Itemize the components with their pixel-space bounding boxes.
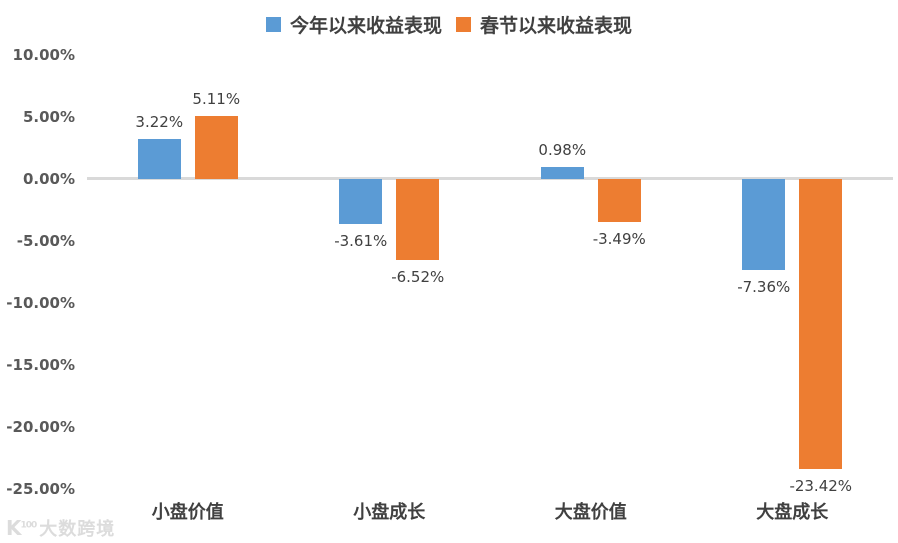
bar-data-label: -3.49% xyxy=(592,230,646,248)
zero-axis-line xyxy=(87,177,893,180)
legend-swatch-icon xyxy=(456,16,471,32)
bar-series-0-cat-3 xyxy=(742,179,786,270)
y-tick-label: -10.00% xyxy=(6,294,75,312)
bar-data-label: -23.42% xyxy=(789,477,853,495)
bar-data-label: 0.98% xyxy=(538,141,587,159)
category-label: 大盘价值 xyxy=(554,502,627,522)
chart-legend: 今年以来收益表现 春节以来收益表现 xyxy=(0,11,898,38)
y-tick-label: 0.00% xyxy=(22,170,75,188)
y-tick-label: -25.00% xyxy=(6,480,75,498)
bar-data-label: 3.22% xyxy=(135,113,184,131)
category-label: 大盘成长 xyxy=(756,502,829,522)
legend-item-series-1: 春节以来收益表现 xyxy=(456,11,632,38)
legend-label: 春节以来收益表现 xyxy=(480,15,633,37)
legend-item-series-0: 今年以来收益表现 xyxy=(265,11,442,38)
bar-series-1-cat-0 xyxy=(194,116,238,179)
bar-data-label: -6.52% xyxy=(391,268,445,286)
bar-series-1-cat-3 xyxy=(799,179,843,469)
bar-data-label: 5.11% xyxy=(192,90,241,108)
watermark: K100 大数跨境 xyxy=(6,515,115,541)
y-tick-label: 10.00% xyxy=(12,46,75,64)
bar-data-label: -3.61% xyxy=(334,232,388,250)
watermark-logo-icon: K100 xyxy=(6,516,37,540)
bar-series-1-cat-1 xyxy=(396,179,440,260)
bar-data-label: -7.36% xyxy=(737,278,791,296)
legend-label: 今年以来收益表现 xyxy=(289,15,442,37)
watermark-text: 大数跨境 xyxy=(39,519,116,539)
bar-series-1-cat-2 xyxy=(597,179,641,222)
category-label: 小盘成长 xyxy=(353,502,426,522)
bar-series-0-cat-1 xyxy=(339,179,383,224)
legend-swatch-icon xyxy=(265,16,281,32)
bar-series-0-cat-0 xyxy=(137,139,181,179)
y-tick-label: 5.00% xyxy=(22,108,75,126)
y-tick-label: -5.00% xyxy=(16,232,75,250)
y-tick-label: -15.00% xyxy=(6,356,75,374)
bar-series-0-cat-2 xyxy=(540,167,584,179)
category-label: 小盘价值 xyxy=(151,502,224,522)
y-tick-label: -20.00% xyxy=(6,418,75,436)
